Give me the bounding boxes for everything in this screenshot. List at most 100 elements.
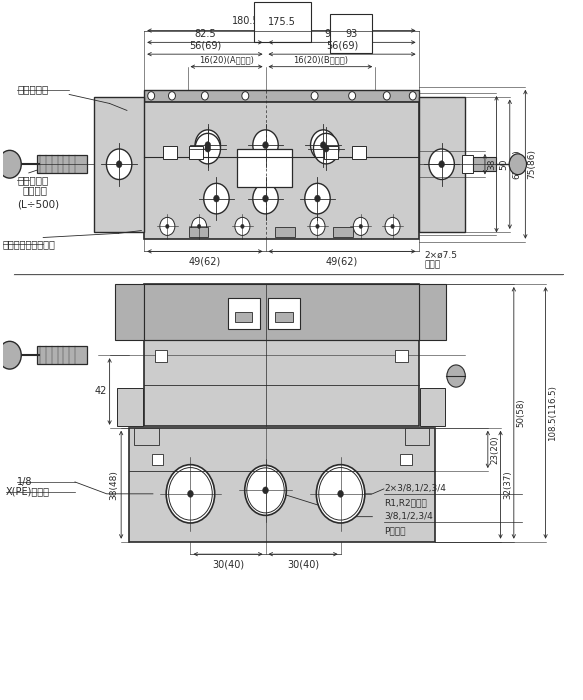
- Text: 62(72): 62(72): [512, 149, 521, 179]
- Text: 50(58): 50(58): [517, 398, 526, 427]
- Circle shape: [323, 145, 329, 152]
- Bar: [419, 97, 465, 232]
- Text: 75(86): 75(86): [528, 149, 537, 179]
- Bar: [115, 284, 144, 340]
- Bar: [228, 298, 260, 329]
- Bar: [405, 428, 429, 445]
- Circle shape: [213, 195, 219, 202]
- Circle shape: [319, 468, 363, 520]
- Bar: [152, 454, 163, 466]
- Bar: [462, 155, 473, 174]
- Circle shape: [195, 130, 220, 160]
- Bar: [144, 284, 419, 340]
- Text: マニュアル: マニュアル: [17, 85, 48, 95]
- Text: 180.5: 180.5: [232, 15, 260, 26]
- Circle shape: [116, 161, 122, 168]
- Text: 56(69): 56(69): [326, 41, 358, 50]
- Circle shape: [198, 224, 201, 228]
- Circle shape: [383, 92, 390, 100]
- Circle shape: [310, 218, 325, 235]
- Circle shape: [168, 468, 212, 520]
- Bar: [400, 454, 412, 466]
- Bar: [144, 284, 419, 426]
- Circle shape: [262, 141, 268, 148]
- Text: X(PE)ポート: X(PE)ポート: [6, 486, 50, 497]
- Circle shape: [0, 150, 21, 178]
- Circle shape: [509, 154, 526, 175]
- Circle shape: [160, 218, 175, 235]
- Circle shape: [201, 92, 208, 100]
- Bar: [37, 155, 86, 174]
- Circle shape: [203, 183, 229, 214]
- Bar: [275, 227, 295, 237]
- Circle shape: [353, 218, 368, 235]
- Text: 3/8,1/2,3/4: 3/8,1/2,3/4: [384, 512, 433, 522]
- Ellipse shape: [245, 466, 286, 515]
- Text: 38(48): 38(48): [109, 470, 118, 500]
- Text: 1/8: 1/8: [17, 477, 33, 487]
- Text: 2×ø7.5: 2×ø7.5: [424, 251, 457, 260]
- Circle shape: [338, 491, 343, 497]
- Circle shape: [385, 218, 400, 235]
- Circle shape: [195, 133, 220, 164]
- Text: インジケータランプ: インジケータランプ: [3, 239, 55, 249]
- Circle shape: [409, 92, 416, 100]
- Bar: [135, 428, 159, 445]
- Circle shape: [242, 92, 249, 100]
- Bar: [129, 428, 435, 542]
- Bar: [268, 298, 300, 329]
- Circle shape: [247, 468, 285, 513]
- Bar: [237, 148, 292, 187]
- Bar: [144, 90, 419, 102]
- Ellipse shape: [166, 465, 215, 523]
- Text: 175.5: 175.5: [268, 17, 296, 27]
- Circle shape: [262, 195, 268, 202]
- Circle shape: [316, 224, 319, 228]
- Circle shape: [168, 92, 175, 100]
- Bar: [473, 158, 497, 172]
- Text: 98: 98: [324, 29, 336, 39]
- Bar: [235, 312, 252, 322]
- Bar: [117, 389, 143, 426]
- Text: 49(62): 49(62): [189, 257, 221, 267]
- Circle shape: [314, 133, 339, 164]
- Circle shape: [235, 218, 250, 235]
- Bar: [395, 350, 408, 362]
- Circle shape: [166, 224, 169, 228]
- Circle shape: [262, 487, 268, 494]
- Text: 42: 42: [94, 386, 107, 396]
- Circle shape: [188, 491, 194, 497]
- Text: 2×3/8,1/2,3/4: 2×3/8,1/2,3/4: [384, 484, 446, 494]
- Bar: [144, 102, 419, 239]
- Circle shape: [315, 195, 321, 202]
- Text: 38: 38: [487, 158, 496, 170]
- Circle shape: [359, 224, 363, 228]
- Circle shape: [305, 183, 330, 214]
- Text: コネクタ付: コネクタ付: [17, 175, 48, 185]
- Text: Pポート: Pポート: [384, 526, 405, 535]
- Text: 23(20): 23(20): [491, 435, 500, 463]
- Circle shape: [147, 92, 154, 100]
- Text: 32(37): 32(37): [504, 470, 512, 499]
- Bar: [37, 346, 86, 364]
- Circle shape: [391, 224, 394, 228]
- Circle shape: [439, 161, 444, 168]
- Circle shape: [205, 141, 210, 148]
- Bar: [189, 146, 202, 159]
- Circle shape: [311, 92, 318, 100]
- Bar: [275, 312, 293, 322]
- Bar: [163, 146, 177, 159]
- Bar: [333, 227, 353, 237]
- Circle shape: [349, 92, 356, 100]
- Text: 30(40): 30(40): [287, 560, 319, 570]
- Circle shape: [311, 130, 336, 160]
- Circle shape: [253, 183, 278, 214]
- Text: ケーブル: ケーブル: [23, 186, 48, 195]
- Text: R1,R2ポート: R1,R2ポート: [384, 498, 427, 508]
- Text: 16(20)(Aポート): 16(20)(Aポート): [199, 55, 254, 64]
- Text: 30(40): 30(40): [212, 560, 244, 570]
- Circle shape: [447, 365, 465, 387]
- Circle shape: [253, 130, 278, 160]
- Bar: [94, 97, 144, 232]
- Ellipse shape: [317, 465, 365, 523]
